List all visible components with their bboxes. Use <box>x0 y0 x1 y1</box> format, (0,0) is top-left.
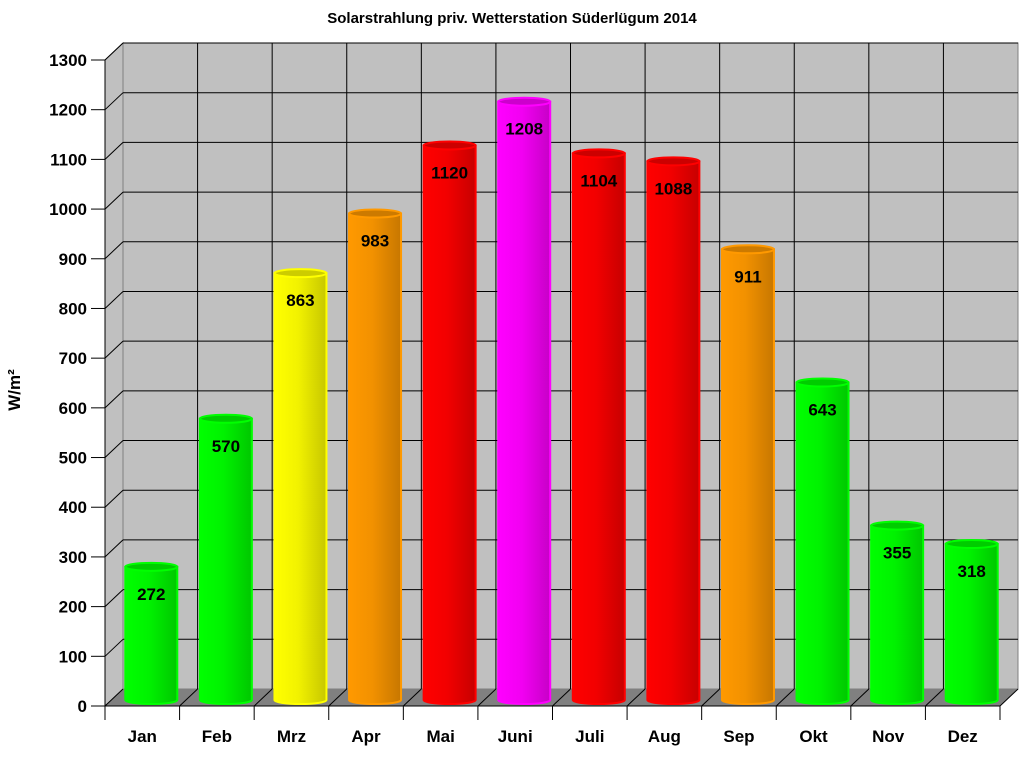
bar-value-label: 355 <box>883 544 911 563</box>
bar-mrz: 863 <box>273 268 328 705</box>
bar-value-label: 1120 <box>431 163 468 182</box>
y-tick-label: 700 <box>59 349 87 368</box>
x-tick-label: Dez <box>948 727 978 746</box>
x-tick-label: Nov <box>872 727 905 746</box>
bar-okt: 643 <box>795 377 850 705</box>
x-tick-label: Juli <box>575 727 604 746</box>
bar-value-label: 643 <box>808 400 836 419</box>
y-tick-label: 800 <box>59 299 87 318</box>
y-tick-label: 100 <box>59 647 87 666</box>
y-tick-label: 400 <box>59 498 87 517</box>
chart-title: Solarstrahlung priv. Wetterstation Süder… <box>327 10 697 27</box>
y-tick-label: 900 <box>59 250 87 269</box>
y-tick-label: 1200 <box>49 101 87 120</box>
y-tick-label: 1100 <box>50 150 87 169</box>
bar-jan: 272 <box>124 561 179 705</box>
x-tick-label: Juni <box>498 727 533 746</box>
bar-juni: 1208 <box>497 96 552 705</box>
x-tick-label: Sep <box>723 727 754 746</box>
bar-value-label: 1088 <box>654 179 692 198</box>
x-tick-label: Feb <box>202 727 232 746</box>
bar-value-label: 911 <box>734 267 761 286</box>
bar-aug: 1088 <box>646 156 701 705</box>
bar-value-label: 983 <box>361 232 389 251</box>
y-tick-label: 0 <box>78 697 87 716</box>
bar-apr: 983 <box>348 208 403 705</box>
x-tick-label: Okt <box>799 727 828 746</box>
y-tick-label: 500 <box>59 449 87 468</box>
bar-value-label: 318 <box>958 562 986 581</box>
y-tick-label: 1000 <box>49 200 87 219</box>
x-tick-label: Jan <box>128 727 157 746</box>
x-tick-label: Mrz <box>277 727 306 746</box>
y-tick-label: 300 <box>59 548 87 567</box>
bar-juli: 1104 <box>571 148 626 705</box>
y-tick-label: 1300 <box>49 51 87 70</box>
bar-sep: 911 <box>720 244 775 705</box>
y-tick-label: 600 <box>59 399 87 418</box>
x-tick-label: Apr <box>351 727 381 746</box>
x-tick-label: Mai <box>426 727 454 746</box>
bar-mai: 1120 <box>422 140 477 705</box>
bar-dez: 318 <box>944 538 999 705</box>
bar-nov: 355 <box>870 520 925 705</box>
bar-feb: 570 <box>198 413 253 705</box>
bar-value-label: 272 <box>137 585 165 604</box>
bar-value-label: 863 <box>286 291 314 310</box>
bar-value-label: 1208 <box>505 120 543 139</box>
bar-value-label: 1104 <box>580 171 617 190</box>
y-tick-label: 200 <box>59 598 87 617</box>
x-tick-label: Aug <box>648 727 681 746</box>
bar-value-label: 570 <box>212 437 240 456</box>
